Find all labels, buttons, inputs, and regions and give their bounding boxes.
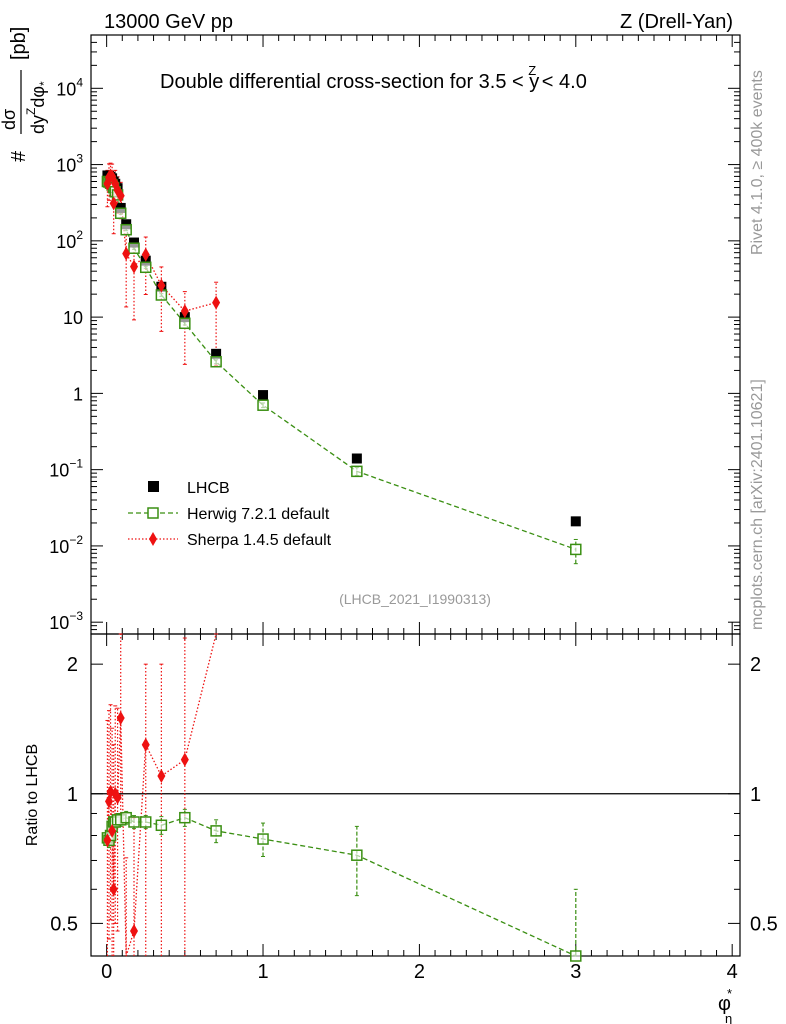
x-axis-label: φ* η	[718, 986, 732, 1024]
lhcb-point	[570, 516, 581, 527]
analysis-watermark: (LHCB_2021_I1990313)	[339, 591, 491, 607]
herwig-point	[179, 811, 191, 824]
herwig-line	[107, 180, 577, 551]
main-y-axis-label: # dσ dyZdφ* [pb]	[0, 27, 51, 162]
herwig-point	[139, 261, 152, 274]
y-label-den-dy: dy	[28, 115, 48, 134]
sherpa-point	[116, 188, 125, 203]
y-label-hash: #	[8, 150, 30, 162]
main-y-tick-label: 10−3	[49, 609, 83, 633]
y-label-denominator: dyZdφ*	[24, 81, 51, 134]
x-tick-label: 4	[727, 961, 738, 983]
legend-label-sherpa: Sherpa 1.4.5 default	[187, 532, 332, 549]
herwig-point	[128, 816, 140, 828]
main-y-tick-label: 1	[73, 384, 83, 404]
y-label-den-phi: dφ	[28, 86, 48, 108]
herwig-point	[351, 465, 363, 478]
y-label-numerator: dσ	[0, 109, 19, 130]
sherpa-point	[130, 924, 139, 939]
main-y-tick-label: 10−2	[49, 533, 83, 557]
ratio-series-layer	[101, 633, 582, 962]
ratio-y-tick-label-right: 0.5	[750, 913, 778, 935]
x-label-sub: η	[725, 1011, 732, 1024]
herwig-point	[120, 223, 132, 236]
herwig-point	[139, 816, 152, 828]
main-y-tick-label: 10−1	[49, 457, 83, 481]
herwig-point	[210, 355, 222, 368]
legend-marker-herwig	[147, 507, 159, 519]
legend-marker-sherpa	[149, 532, 157, 546]
main-y-tick-label: 102	[56, 228, 83, 252]
sherpa-point	[109, 196, 118, 211]
herwig-point	[351, 849, 363, 861]
ratio-axes: 0.5 0.5 1 1 2 2 0 1 2 3 4	[50, 634, 778, 983]
legend-label-lhcb: LHCB	[187, 480, 230, 497]
ratio-y-tick-label-left: 0.5	[50, 913, 78, 935]
main-y-tick-label: 103	[56, 152, 83, 176]
sherpa-point	[141, 737, 150, 752]
lhcb-point	[351, 453, 362, 464]
sherpa-point	[180, 304, 189, 319]
main-y-tick-label: 10	[63, 308, 83, 328]
herwig-point	[210, 825, 222, 837]
plot-title-prefix: Double differential cross-section for 3.…	[160, 71, 529, 93]
rivet-version-label: Rivet 4.1.0, ≥ 400k events	[749, 70, 766, 255]
x-tick-label: 0	[101, 961, 112, 983]
ratio-y-tick-label-left: 2	[67, 654, 78, 676]
sherpa-point	[103, 833, 112, 848]
sherpa-ratio-line	[106, 633, 217, 957]
herwig-point	[570, 543, 582, 556]
main-series-layer	[101, 162, 582, 565]
herwig-point	[179, 317, 191, 330]
sherpa-point	[212, 295, 221, 310]
sherpa-point	[116, 710, 125, 725]
ratio-y-tick-label-right: 1	[750, 784, 761, 806]
x-label-base: φ	[718, 993, 731, 1015]
y-label-den-sup: Z	[24, 108, 38, 115]
sherpa-point	[109, 882, 118, 897]
energy-label: 13000 GeV pp	[104, 11, 233, 33]
herwig-point	[570, 950, 582, 962]
main-y-tick-label: 104	[56, 75, 83, 99]
mcplots-credit-label: mcplots.cern.ch [arXiv:2401.10621]	[749, 379, 766, 630]
legend: LHCB Herwig 7.2.1 default Sherpa 1.4.5 d…	[128, 480, 332, 549]
plot-title: Double differential cross-section for 3.…	[160, 63, 587, 93]
sherpa-point	[141, 247, 150, 262]
herwig-point	[155, 819, 168, 832]
sherpa-point	[108, 823, 117, 838]
ratio-y-axis-label: Ratio to LHCB	[24, 744, 41, 846]
herwig-point	[114, 207, 127, 220]
lhcb-point	[211, 348, 222, 359]
legend-label-herwig: Herwig 7.2.1 default	[187, 506, 330, 523]
lhcb-point	[258, 390, 269, 401]
sherpa-point	[157, 768, 166, 783]
legend-marker-lhcb	[148, 481, 159, 492]
herwig-point	[257, 833, 269, 845]
sherpa-point	[130, 259, 139, 274]
herwig-point	[128, 242, 140, 254]
ratio-y-tick-label-right: 2	[750, 654, 761, 676]
sherpa-point	[157, 278, 166, 293]
x-tick-label: 2	[414, 961, 425, 983]
x-label-sup: *	[727, 986, 732, 1001]
y-label-unit: [pb]	[8, 27, 30, 60]
ratio-y-tick-label-left: 1	[67, 784, 78, 806]
y-label-den-sub: *	[37, 81, 51, 86]
plot-title-suffix: < 4.0	[536, 71, 587, 93]
x-tick-label: 3	[570, 961, 581, 983]
herwig-point	[257, 399, 269, 411]
main-axes: 10−3 10−2 10−1 1 10 102 103 104	[49, 34, 740, 635]
sherpa-point	[180, 752, 189, 767]
ratio-plot-frame	[90, 633, 741, 957]
herwig-ratio-line	[106, 816, 577, 957]
process-label: Z (Drell-Yan)	[620, 11, 733, 33]
x-tick-label: 1	[257, 961, 268, 983]
plot-title-sup: Z	[528, 63, 536, 78]
sherpa-point	[122, 246, 131, 261]
sherpa-point	[113, 790, 122, 805]
plot-title-var: y	[529, 71, 539, 93]
